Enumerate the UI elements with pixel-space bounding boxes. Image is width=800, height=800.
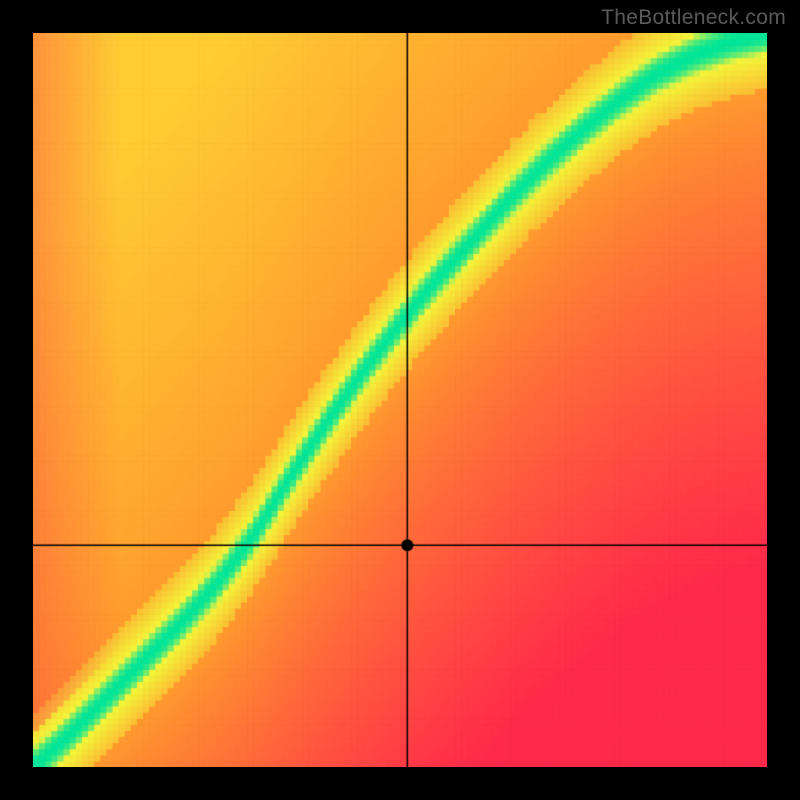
bottleneck-heatmap [33, 33, 767, 767]
watermark-text: TheBottleneck.com [601, 6, 786, 30]
chart-container: TheBottleneck.com [0, 0, 800, 800]
